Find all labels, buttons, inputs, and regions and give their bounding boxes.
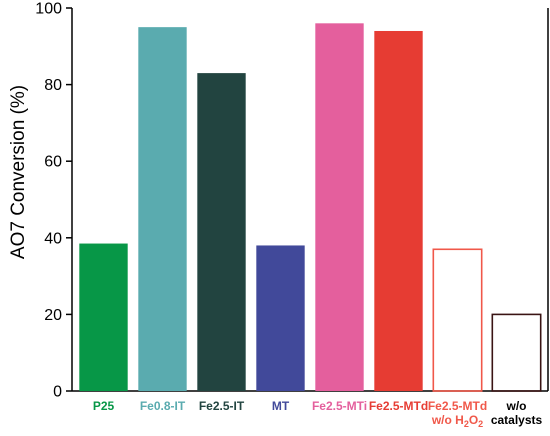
y-tick-label: 0 [53, 384, 62, 401]
x-axis-category-labels: P25 Fe0.8-IT Fe2.5-IT MT Fe2.5-MTi Fe2.5-MTd F… [93, 399, 543, 429]
y-tick-label: 80 [44, 77, 62, 94]
x-category-label: Fe0.8-IT [140, 399, 186, 413]
y-tick-label: 100 [35, 1, 62, 18]
x-category-label: catalysts [491, 413, 543, 427]
y-axis-ticks: 0 20 40 60 80 100 [35, 1, 72, 401]
y-axis-title: AO7 Conversion (%) [8, 85, 29, 259]
x-category-label: Fe2.5-MTi [312, 399, 367, 413]
bar-w-o-catalysts [491, 313, 542, 392]
x-category-label: P25 [93, 399, 115, 413]
x-category-label: Fe2.5-MTd [369, 399, 428, 413]
bar-p25 [79, 243, 128, 391]
bar-fe0-8-it [138, 27, 187, 392]
y-tick-label: 20 [44, 307, 62, 324]
bar-mt [256, 245, 305, 391]
y-tick-label: 60 [44, 154, 62, 171]
x-category-label: w/o [506, 399, 527, 413]
x-category-label: w/o H2O2 [431, 413, 483, 429]
x-category-label: Fe2.5-IT [199, 399, 245, 413]
bar-fe2-5-mtd [374, 30, 423, 391]
y-tick-label: 40 [44, 230, 62, 247]
bars-group [79, 23, 542, 392]
bar-fe2-5-mtd-w-o-h2o2 [432, 248, 483, 392]
bar-fe2-5-mti [315, 23, 364, 391]
x-category-label: MT [272, 399, 290, 413]
x-category-label: Fe2.5-MTd [428, 399, 487, 413]
bar-fe2-5-it [197, 73, 246, 392]
